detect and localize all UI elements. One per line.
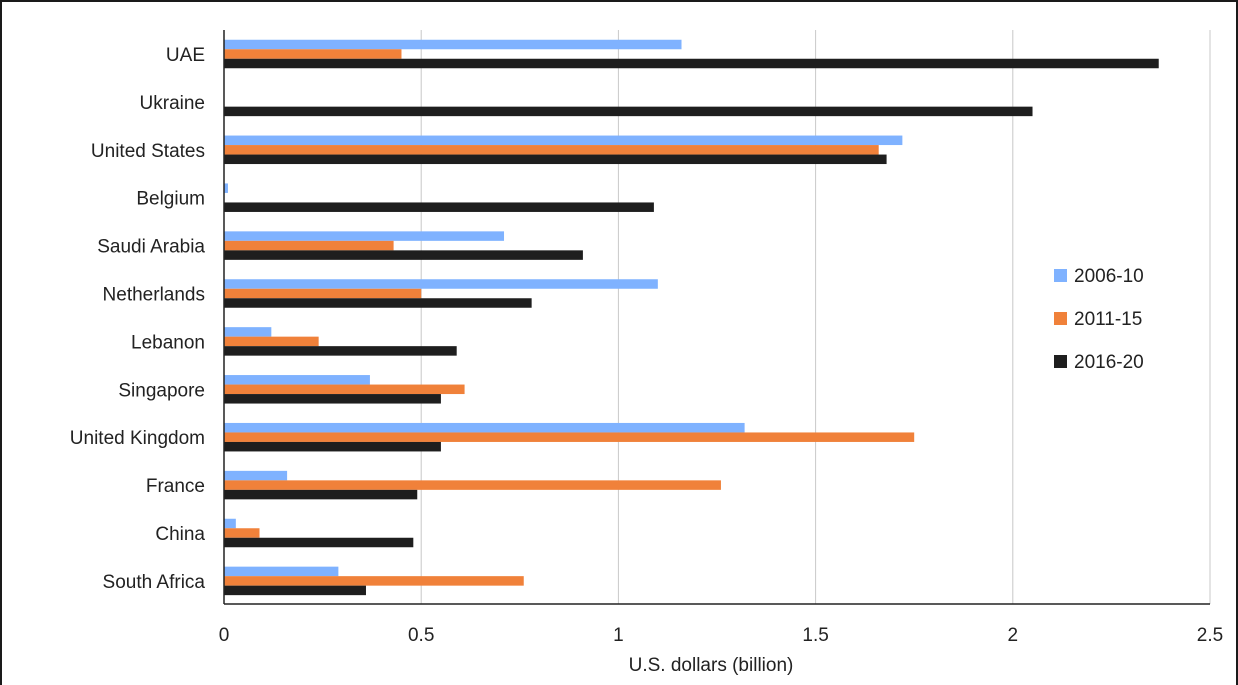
category-label: United States <box>91 141 205 162</box>
bar-2011-15-south-africa <box>224 576 524 586</box>
x-tick-label: 1.5 <box>802 625 828 646</box>
bar-2006-10-singapore <box>224 375 370 385</box>
bar-2006-10-united-kingdom <box>224 422 745 433</box>
category-label: Ukraine <box>140 93 205 114</box>
bar-2016-20-united-kingdom <box>224 441 441 452</box>
category-label: Netherlands <box>103 285 205 306</box>
bar-2016-20-ukraine <box>224 106 1033 117</box>
bar-2016-20-saudi-arabia <box>224 250 583 260</box>
x-axis-title: U.S. dollars (billion) <box>629 655 794 676</box>
bar-2006-10-france <box>224 470 288 481</box>
bar-2011-15-singapore <box>224 384 465 395</box>
category-label: Lebanon <box>131 332 205 353</box>
category-label: South Africa <box>103 572 206 593</box>
bar-2006-10-lebanon <box>224 327 272 337</box>
bar-2006-10-belgium <box>224 183 228 193</box>
category-labels: UAE Ukraine United States Belgium Saudi Arab… <box>70 45 206 593</box>
bar-2011-15-saudi-arabia <box>224 240 394 251</box>
bar-2016-20-lebanon <box>224 346 457 356</box>
bar-2006-10-saudi-arabia <box>224 231 505 241</box>
legend: 2006-10 2011-15 2016-20 <box>1038 250 1178 380</box>
x-tick-label: 2 <box>1008 625 1019 646</box>
bar-2006-10-netherlands <box>224 279 658 289</box>
bar-2016-20-uae <box>224 58 1159 69</box>
bar-2011-15-united-states <box>224 145 879 155</box>
x-tick-labels: 0 0.5 1 1.5 2 2.5 <box>219 625 1224 646</box>
bar-2006-10-uae <box>224 39 682 50</box>
axes <box>223 30 1210 605</box>
bar-2016-20-south-africa <box>224 585 366 596</box>
x-tick-label: 0 <box>219 625 230 646</box>
legend-swatch-2006-10 <box>1054 269 1067 282</box>
bar-2006-10-south-africa <box>224 566 339 577</box>
x-tick-label: 0.5 <box>408 625 434 646</box>
bar-2011-15-united-kingdom <box>224 432 915 442</box>
category-label: Singapore <box>118 380 205 401</box>
category-label: Belgium <box>136 189 205 210</box>
bar-2016-20-france <box>224 489 418 500</box>
x-tick-label: 2.5 <box>1197 625 1223 646</box>
legend-label: 2016-20 <box>1074 352 1144 373</box>
category-label: France <box>146 476 205 497</box>
category-label: China <box>155 524 205 545</box>
bar-2006-10-united-states <box>224 135 903 146</box>
bar-2016-20-china <box>224 537 414 548</box>
legend-label: 2011-15 <box>1074 309 1142 330</box>
category-label: United Kingdom <box>70 428 205 449</box>
bars <box>224 39 1159 596</box>
bar-2006-10-china <box>224 518 236 529</box>
bar-2016-20-singapore <box>224 394 441 404</box>
bar-2016-20-united-states <box>224 154 887 165</box>
gridlines <box>420 30 1211 604</box>
bar-2011-15-china <box>224 528 260 538</box>
category-label: UAE <box>166 45 205 66</box>
legend-swatch-2016-20 <box>1054 355 1067 368</box>
legend-swatch-2011-15 <box>1054 312 1067 325</box>
x-tick-label: 1 <box>613 625 624 646</box>
bar-2016-20-belgium <box>224 202 654 212</box>
category-label: Saudi Arabia <box>97 237 205 258</box>
bar-2011-15-uae <box>224 49 402 59</box>
bar-2016-20-netherlands <box>224 298 532 308</box>
bar-2011-15-netherlands <box>224 288 422 299</box>
bar-2011-15-france <box>224 480 721 490</box>
bar-2011-15-lebanon <box>224 336 319 347</box>
legend-label: 2006-10 <box>1074 266 1144 287</box>
